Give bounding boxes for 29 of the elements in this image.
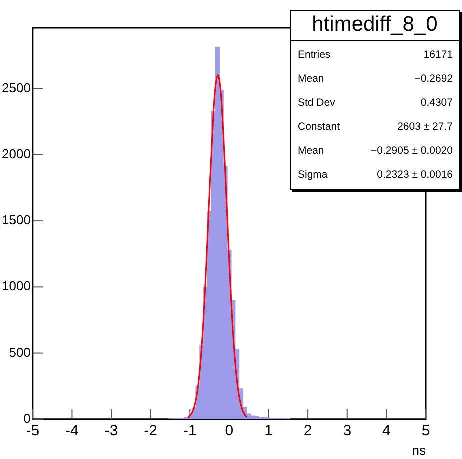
annotation: 16171: [422, 49, 453, 61]
y-tick-label: 1500: [2, 212, 31, 228]
y-tick-label: 500: [9, 344, 31, 360]
annotation: Mean: [298, 145, 326, 157]
y-tick-label: 2000: [2, 146, 31, 162]
x-tick-label: -2: [144, 422, 158, 440]
annotation: Mean: [298, 73, 326, 85]
annotation: Entries: [298, 49, 332, 61]
x-axis-title: ns: [412, 442, 426, 458]
annotation: Constant: [298, 121, 342, 133]
x-tick-label: 2: [304, 422, 312, 440]
annotation: 0.4307: [420, 97, 453, 109]
x-tick-label: -3: [104, 422, 118, 440]
x-tick-label: -4: [66, 422, 79, 440]
x-tick-label: 0: [225, 422, 234, 440]
annotation: 2603 ± 27.7: [396, 121, 453, 133]
annotation: −0.2905 ± 0.0020: [370, 145, 453, 157]
x-tick-label: 4: [382, 422, 391, 440]
y-tick-label: 1000: [2, 278, 31, 294]
chart-title: htimediff_8_0: [291, 11, 459, 41]
annotation: Std Dev: [298, 97, 336, 109]
x-tick-label: 1: [264, 422, 273, 440]
y-tick-label: 2500: [2, 80, 31, 96]
annotation: 0.2323 ± 0.0016: [376, 169, 453, 181]
annotation: −0.2692: [414, 73, 453, 85]
x-tick-label: -1: [183, 422, 197, 440]
x-tick-label: 5: [422, 422, 430, 440]
x-tick-label: 3: [343, 422, 352, 440]
annotation: Sigma: [298, 169, 329, 181]
